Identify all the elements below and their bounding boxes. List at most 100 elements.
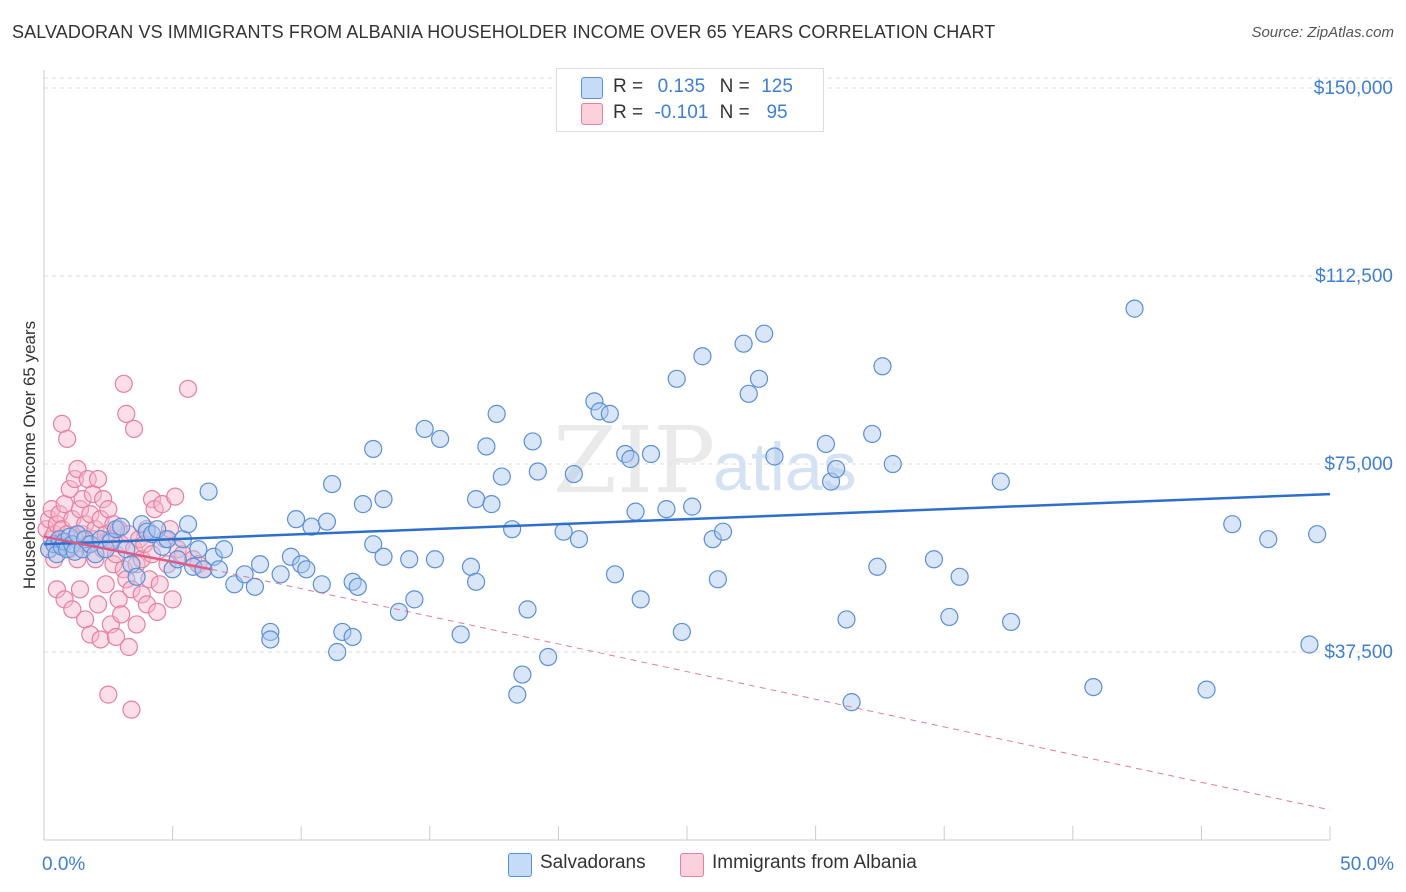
- albania-point: [99, 500, 118, 519]
- salvadoran-point: [827, 459, 846, 479]
- salvadoran-point: [405, 590, 424, 609]
- salvadoran-point: [1300, 635, 1319, 654]
- salvadoran-point: [343, 572, 362, 591]
- salvadoran-point: [482, 495, 501, 514]
- salvadoran-point: [466, 490, 486, 509]
- albania-point: [112, 605, 131, 624]
- albania-point: [88, 469, 108, 489]
- source-label: Source: ZipAtlas.com: [1251, 24, 1394, 41]
- albania-point: [127, 615, 146, 634]
- salvadoran-point: [868, 557, 887, 576]
- y-tick-label: $75,000: [1324, 454, 1393, 475]
- albania-point: [81, 625, 100, 644]
- salvadoran-point: [168, 550, 187, 569]
- albania-point: [58, 429, 77, 449]
- salvadoran-point: [374, 547, 393, 566]
- salvadoran-point: [333, 622, 352, 642]
- albania-point: [76, 610, 95, 629]
- salvadoran-point: [261, 630, 280, 649]
- x-tick-label-max: 50.0%: [1340, 854, 1394, 875]
- salvadoran-point: [1084, 677, 1103, 697]
- salvadoran-point: [657, 500, 676, 519]
- salvadoran-point: [600, 404, 619, 423]
- albania-point: [117, 404, 136, 423]
- watermark-zip: ZIP: [553, 407, 715, 514]
- legend-n-value-1: 125: [761, 76, 793, 97]
- salvadoran-point: [626, 502, 645, 521]
- legend-swatch-albania: [581, 103, 603, 125]
- albania-trendline: [43, 535, 212, 571]
- salvadoran-point: [312, 575, 331, 594]
- salvadoran-point: [749, 369, 769, 388]
- salvadoran-point: [837, 610, 856, 629]
- albania-point: [94, 490, 113, 509]
- salvadoran-point: [564, 464, 583, 484]
- albania-point: [148, 602, 167, 622]
- albania-point: [122, 700, 141, 719]
- albania-point: [114, 374, 133, 393]
- salvadoran-point: [940, 607, 959, 627]
- albania-point: [99, 685, 118, 704]
- salvadoran-point: [528, 462, 547, 481]
- salvadoran-point: [554, 522, 573, 541]
- albania-point: [96, 575, 115, 594]
- legend-r-value-1: 0.135: [657, 76, 706, 97]
- albania-point: [178, 379, 198, 398]
- salvadoran-point: [117, 540, 136, 559]
- albania-point: [47, 580, 66, 599]
- salvadoran-point: [281, 547, 301, 566]
- salvadoran-point: [1259, 530, 1278, 549]
- salvadoran-point: [400, 550, 419, 569]
- salvadoran-point: [693, 347, 712, 366]
- salvadoran-point: [250, 555, 270, 574]
- salvadoran-point: [106, 520, 126, 539]
- chart-title: SALVADORAN VS IMMIGRANTS FROM ALBANIA HO…: [12, 22, 996, 42]
- salvadoran-point: [765, 447, 784, 466]
- salvadoran-point: [605, 565, 625, 584]
- salvadoran-point: [297, 560, 316, 579]
- salvadoran-point: [328, 642, 347, 662]
- salvadoran-point: [523, 432, 542, 451]
- salvadoran-point: [708, 570, 727, 589]
- salvadoran-point: [513, 665, 532, 684]
- albania-point: [63, 600, 82, 619]
- salvadoran-point: [631, 590, 650, 609]
- legend-text-salvadorans: R = 0.135 N = 125: [613, 76, 799, 98]
- salvadoran-point: [950, 567, 969, 586]
- salvadoran-point: [271, 565, 290, 584]
- legend-n-label-2: N =: [719, 102, 750, 123]
- salvadoran-point: [539, 647, 558, 667]
- legend-swatch-salvadorans: [581, 77, 603, 99]
- salvadoran-point: [492, 467, 511, 486]
- salvadoran-point: [374, 490, 393, 509]
- albania-point: [55, 590, 74, 609]
- albania-point: [91, 630, 110, 649]
- y-tick-label: $37,500: [1324, 642, 1393, 663]
- salvadoran-point: [621, 449, 640, 469]
- bottom-swatch-albania: [680, 853, 704, 877]
- salvadoran-point: [991, 472, 1010, 491]
- salvadoran-point: [487, 404, 506, 423]
- salvadoran-point: [616, 444, 635, 464]
- salvadoran-point: [518, 600, 537, 619]
- salvadoran-point: [924, 550, 944, 569]
- salvadoran-point: [127, 567, 146, 586]
- albania-trendline-extension: [211, 568, 1331, 811]
- salvadoran-point: [451, 625, 470, 644]
- bottom-legend-label-albania: Immigrants from Albania: [712, 852, 917, 873]
- salvadoran-point: [425, 550, 445, 569]
- salvadoran-point: [508, 685, 527, 704]
- salvadorans-trendline: [43, 492, 1331, 546]
- albania-point: [166, 487, 185, 506]
- salvadoran-point: [569, 530, 589, 549]
- correlation-legend: R = 0.135 N = 125 R = -0.101 N = 95: [556, 68, 824, 132]
- salvadoran-point: [703, 530, 722, 549]
- salvadoran-point: [353, 495, 373, 514]
- salvadoran-point: [415, 419, 434, 439]
- salvadoran-point: [292, 555, 311, 574]
- salvadoran-point: [466, 572, 486, 591]
- salvadoran-point: [112, 517, 131, 536]
- salvadoran-point: [214, 540, 234, 559]
- salvadoran-point: [739, 384, 758, 403]
- salvadoran-point: [189, 540, 208, 559]
